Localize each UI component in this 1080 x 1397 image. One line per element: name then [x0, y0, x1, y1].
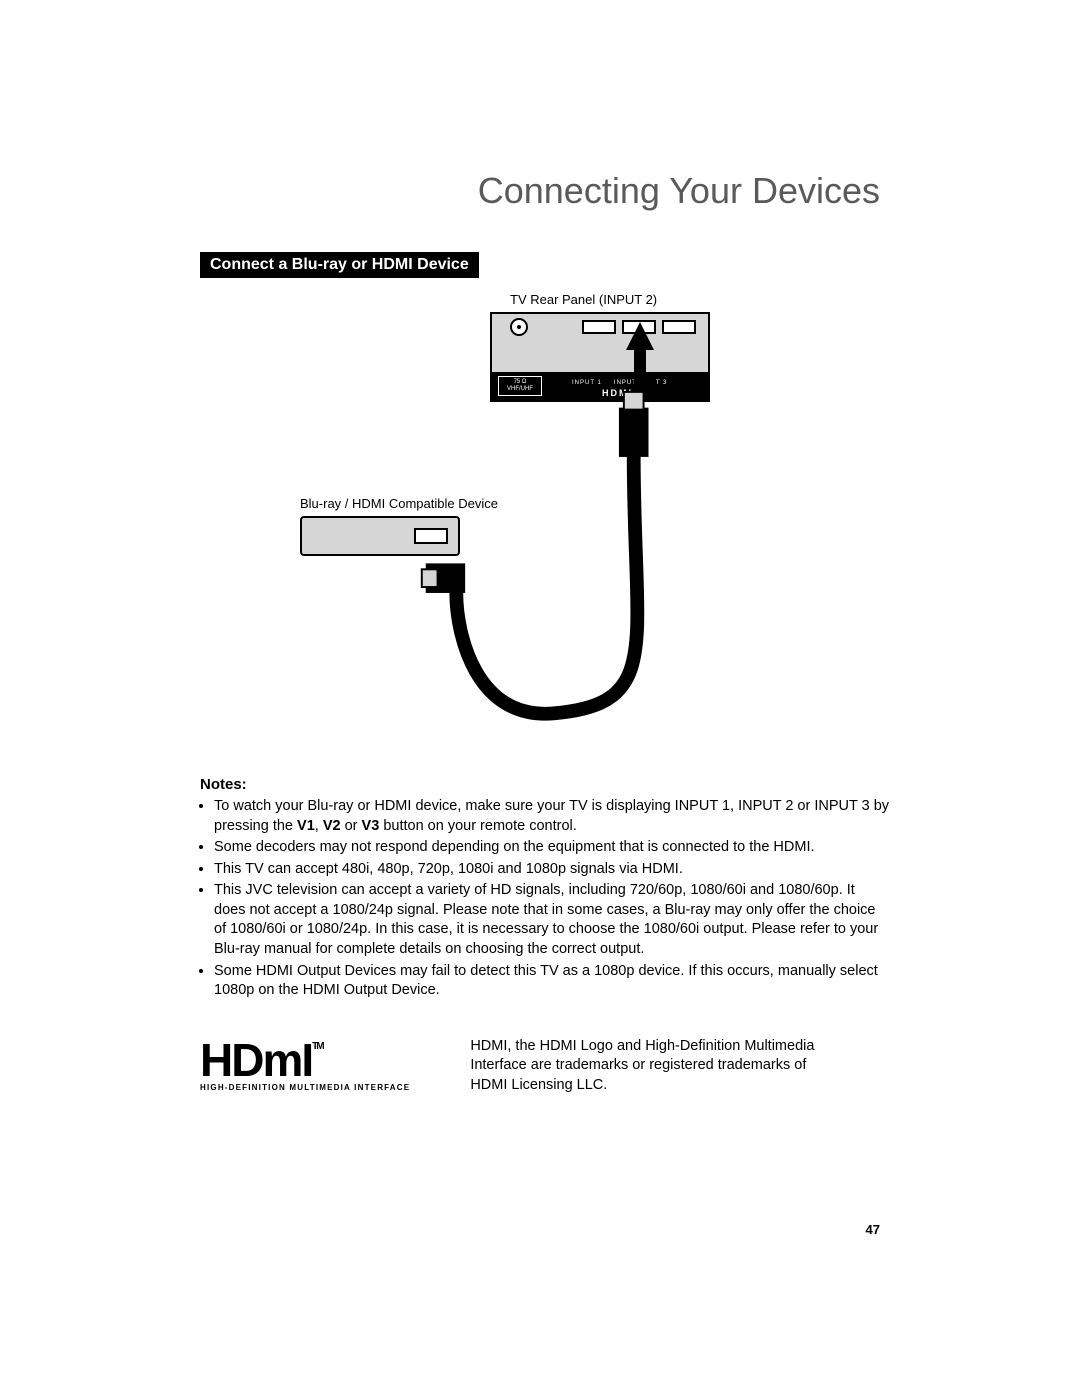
hdmi-port-3-icon: [662, 320, 696, 334]
hdmi-logo: HDmITM HIGH-DEFINITION MULTIMEDIA INTERF…: [200, 1040, 410, 1092]
manual-page: Connecting Your Devices Connect a Blu-ra…: [0, 0, 1080, 1155]
input-labels: INPUT 1 INPUT 2 T 3: [572, 380, 667, 386]
tv-panel-label: TV Rear Panel (INPUT 2): [510, 292, 657, 307]
hdmi-strip-label: HDMI: [602, 388, 633, 398]
connection-diagram: TV Rear Panel (INPUT 2) 75 Ω VHF/UHF INP…: [200, 286, 890, 756]
hdmi-port-1-icon: [582, 320, 616, 334]
note-item: This JVC television can accept a variety…: [214, 881, 890, 959]
coax-port-icon: [510, 318, 528, 336]
notes-list: To watch your Blu-ray or HDMI device, ma…: [200, 797, 890, 1001]
notes-heading: Notes:: [200, 776, 890, 793]
tv-rear-panel: 75 Ω VHF/UHF INPUT 1 INPUT 2 T 3 HDMI: [490, 312, 710, 402]
antenna-port-label: 75 Ω VHF/UHF: [498, 376, 542, 396]
note-item: This TV can accept 480i, 480p, 720p, 108…: [214, 860, 890, 880]
note-item: To watch your Blu-ray or HDMI device, ma…: [214, 797, 890, 836]
footer-row: HDmITM HIGH-DEFINITION MULTIMEDIA INTERF…: [200, 1037, 890, 1096]
device-label: Blu-ray / HDMI Compatible Device: [300, 496, 498, 511]
page-title: Connecting Your Devices: [200, 170, 890, 212]
page-number: 47: [866, 1222, 880, 1237]
arrow-up-icon: [626, 322, 654, 350]
trademark-text: HDMI, the HDMI Logo and High-Definition …: [470, 1037, 830, 1096]
tv-label-strip: 75 Ω VHF/UHF INPUT 1 INPUT 2 T 3 HDMI: [492, 372, 708, 400]
note-item: Some HDMI Output Devices may fail to det…: [214, 962, 890, 1001]
arrow-stem: [634, 348, 646, 388]
device-hdmi-port-icon: [414, 528, 448, 544]
bluray-device: [300, 516, 460, 556]
section-header: Connect a Blu-ray or HDMI Device: [200, 252, 479, 278]
note-item: Some decoders may not respond depending …: [214, 838, 890, 858]
